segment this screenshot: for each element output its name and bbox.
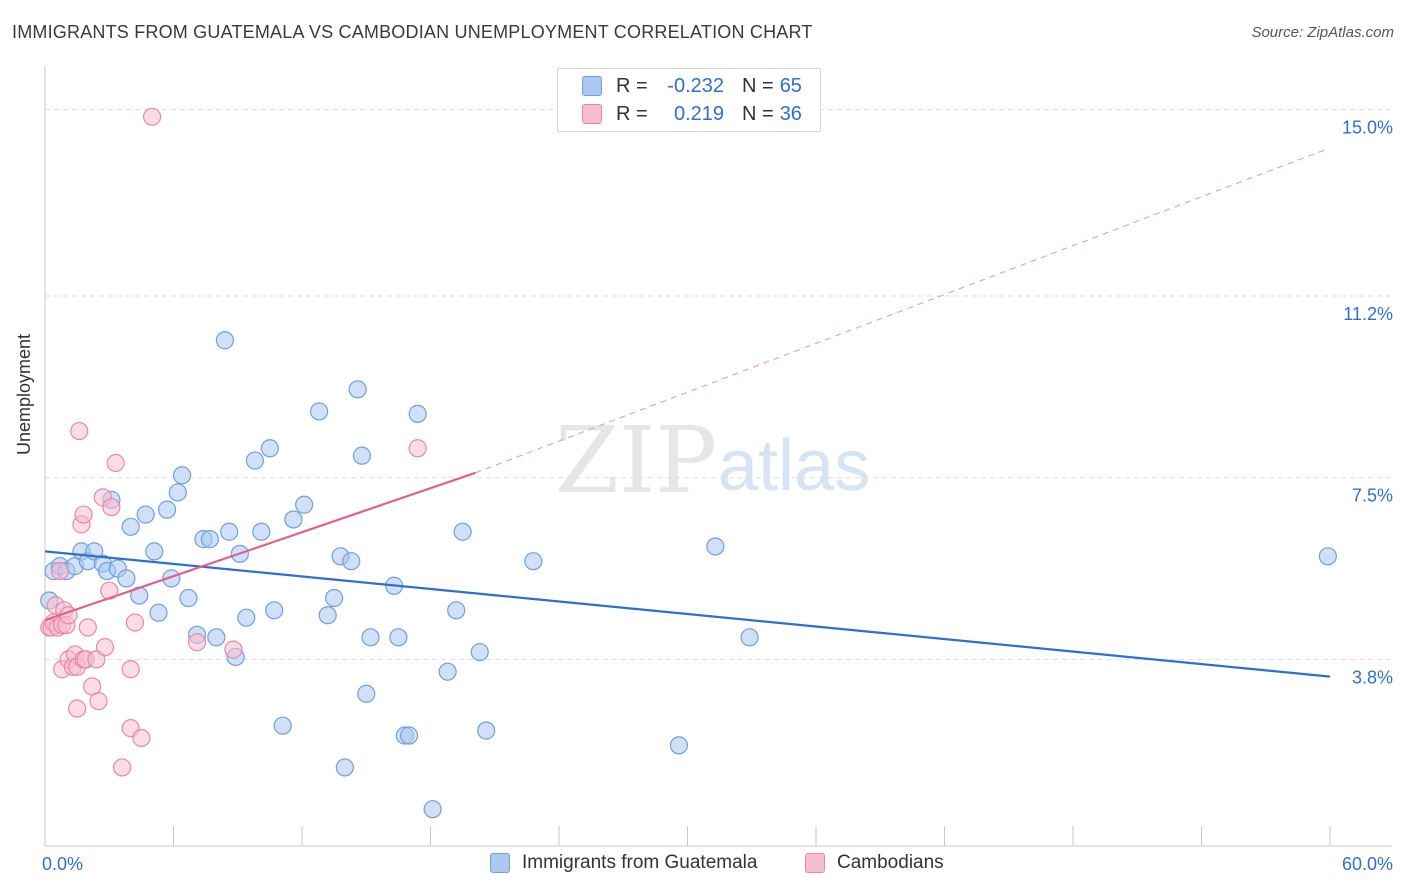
guatemala-point (447, 601, 466, 620)
legend-r-value: 0.219 (668, 102, 724, 125)
chart-title: IMMIGRANTS FROM GUATEMALA VS CAMBODIAN U… (12, 22, 813, 42)
x-tick-label: 60.0% (1342, 854, 1393, 874)
legend-row-cambodians: R = 0.219 N = 36 (582, 102, 802, 126)
legend-swatch-blue (582, 76, 602, 96)
guatemala-point (318, 606, 337, 625)
legend-item-cambodians[interactable]: Cambodians (805, 852, 944, 874)
guatemala-point (438, 662, 457, 681)
guatemala-point (245, 451, 264, 470)
guatemala-point (357, 684, 376, 703)
legend-r-value: -0.232 (667, 74, 724, 97)
cambodian-point (95, 638, 115, 657)
guatemala-point (453, 522, 472, 541)
guatemala-point (408, 404, 427, 423)
y-tick-label: 7.5% (1352, 486, 1393, 506)
guatemala-point (740, 628, 759, 647)
guatemala-point (179, 588, 198, 608)
legend-row-guatemala: R = -0.232 N = 65 (582, 74, 802, 98)
guatemala-point (215, 331, 234, 350)
guatemala-point (265, 601, 284, 620)
guatemala-point (149, 603, 168, 622)
guatemala-point (273, 716, 292, 735)
guatemala-point (200, 530, 220, 549)
guatemala-point (669, 736, 689, 755)
cambodian-point (121, 660, 140, 679)
cambodian-point (132, 728, 151, 748)
series-legend: Immigrants from Guatemala Cambodians (0, 852, 1406, 878)
legend-swatch-blue (490, 853, 510, 873)
legend-swatch-pink (582, 104, 602, 124)
cambodian-point (89, 692, 108, 711)
legend-item-guatemala[interactable]: Immigrants from Guatemala (490, 852, 757, 874)
guatemala-point (361, 628, 380, 647)
watermark-zip: ZIP (555, 407, 717, 514)
guatemala-point (145, 542, 164, 561)
correlation-legend: R = -0.232 N = 65 R = 0.219 N = 36 (557, 68, 821, 132)
guatemala-point (524, 552, 543, 571)
cambodian-point (106, 453, 125, 473)
cambodian-point (112, 758, 132, 777)
guatemala-point (136, 505, 155, 524)
y-axis-label: Unemployment (14, 333, 34, 455)
guatemala-point (157, 500, 177, 519)
cambodian-point (74, 505, 93, 524)
guatemala-point (162, 569, 181, 588)
cambodian-point (125, 613, 145, 632)
cambodian-point (87, 650, 106, 669)
guatemala-point (1318, 547, 1337, 566)
guatemala-trend-line (44, 550, 1331, 678)
guatemala-point (325, 588, 344, 608)
legend-n-label: N = (742, 74, 774, 97)
y-tick-label: 15.0% (1342, 117, 1393, 137)
cambodian-point (68, 699, 87, 718)
guatemala-point (252, 522, 271, 541)
cambodian-point (70, 421, 89, 441)
x-tick-label: 0.0% (42, 854, 83, 874)
guatemala-point (348, 380, 367, 399)
legend-label: Cambodians (837, 852, 944, 873)
guatemala-point (477, 721, 496, 740)
legend-n-value: 65 (779, 74, 802, 97)
guatemala-point (260, 439, 279, 458)
cambodian-point (50, 561, 70, 581)
guatemala-point (220, 522, 239, 541)
legend-r-label: R = (616, 74, 648, 97)
guatemala-point (284, 510, 303, 529)
guatemala-point (706, 537, 725, 556)
guatemala-point (172, 466, 192, 485)
cambodian-point (78, 618, 97, 637)
watermark-atlas: atlas (718, 426, 870, 506)
guatemala-point (389, 628, 408, 647)
guatemala-point (310, 402, 329, 421)
guatemala-point (423, 800, 442, 819)
chart-source: Source: ZipAtlas.com (1251, 24, 1394, 41)
guatemala-point (168, 483, 187, 502)
guatemala-point (342, 552, 361, 571)
guatemala-point (121, 517, 140, 536)
cambodian-point (142, 107, 162, 126)
guatemala-point (470, 642, 489, 662)
guatemala-point (117, 569, 136, 588)
guatemala-point (352, 446, 372, 465)
guatemala-point (295, 495, 314, 514)
guatemala-point (335, 758, 354, 777)
cambodian-point (224, 640, 243, 659)
guatemala-point (207, 628, 226, 647)
legend-r-label: R = (616, 102, 648, 125)
cambodian-point (102, 498, 121, 517)
legend-label: Immigrants from Guatemala (522, 852, 758, 873)
y-tick-label: 3.8% (1352, 667, 1393, 687)
legend-n-value: 36 (779, 102, 802, 125)
cambodian-point (408, 439, 427, 458)
cambodian-point (187, 633, 207, 652)
cambodian-trend-extension (475, 148, 1329, 474)
cambodian-trend-line (44, 471, 476, 622)
legend-swatch-pink (805, 853, 825, 873)
legend-n-label: N = (742, 102, 774, 125)
guatemala-point (237, 608, 256, 627)
y-tick-label: 11.2% (1343, 304, 1393, 324)
guatemala-point (399, 726, 419, 745)
